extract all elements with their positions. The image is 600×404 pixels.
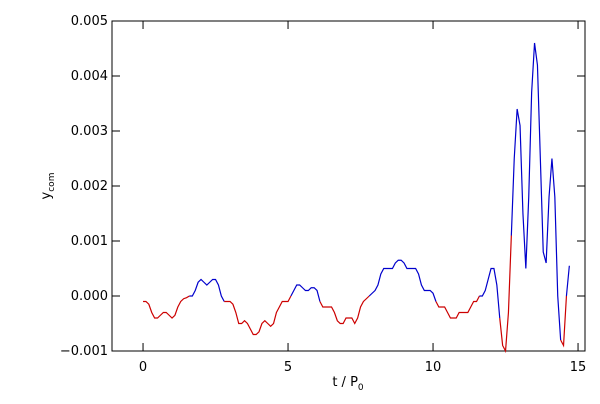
- line-segment: [499, 235, 512, 354]
- line-segment: [479, 267, 501, 319]
- x-axis-label: t / P0: [332, 375, 364, 393]
- line-segment: [319, 295, 370, 325]
- y-axis-label: ycom: [39, 173, 57, 200]
- x-label-subscript: 0: [358, 383, 364, 393]
- line-segment: [435, 295, 480, 319]
- x-tick-label: 15: [570, 360, 587, 375]
- y-tick-label: 0.004: [71, 69, 108, 84]
- y-label-main: y: [39, 191, 54, 199]
- x-tick-label: 0: [139, 360, 147, 375]
- x-label-main: t / P: [332, 375, 358, 390]
- y-tick-label: 0.002: [71, 179, 108, 194]
- line-segment: [560, 295, 568, 348]
- y-tick-label: 0.001: [71, 234, 108, 249]
- line-segment: [224, 295, 292, 336]
- line-segment: [189, 278, 225, 302]
- y-tick-label: 0.000: [71, 289, 108, 304]
- line-segment: [510, 42, 562, 341]
- x-tick-label: 5: [284, 360, 292, 375]
- y-tick-label: 0.005: [71, 14, 108, 29]
- line-segment: [290, 284, 321, 302]
- y-tick-label: −0.001: [60, 344, 108, 359]
- y-label-subscript: com: [47, 173, 57, 192]
- y-tick-label: 0.003: [71, 124, 108, 139]
- line-segment: [565, 265, 570, 297]
- line-segment: [368, 259, 437, 302]
- line-segment: [143, 295, 190, 319]
- x-tick-label: 10: [425, 360, 442, 375]
